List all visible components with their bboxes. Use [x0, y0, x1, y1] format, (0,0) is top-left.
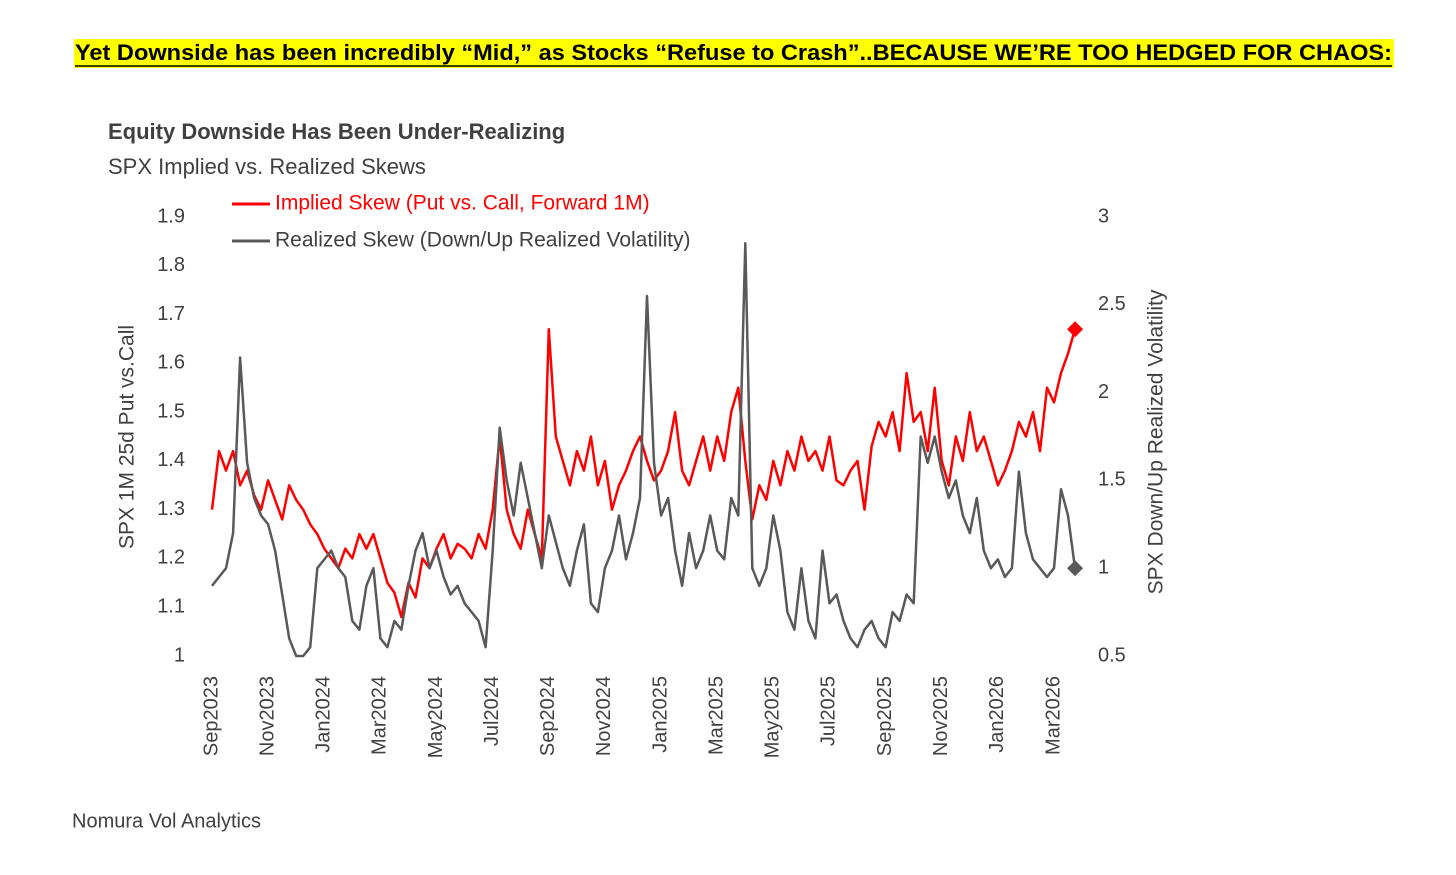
y-tick-label: 1.8: [157, 254, 185, 276]
y2-tick-label: 3: [1098, 205, 1109, 227]
y2-tick-label: 1: [1098, 556, 1109, 578]
source: Nomura Vol Analytics: [72, 810, 261, 832]
chart-title: Equity Downside Has Been Under-Realizing: [108, 119, 565, 144]
x-tick-label: May2024: [425, 676, 447, 758]
x-tick-label: Sep2024: [537, 676, 559, 756]
x-tick-label: Jul2025: [818, 676, 840, 746]
x-tick-label: May2025: [762, 676, 784, 758]
y-tick-label: 1.4: [157, 449, 185, 471]
x-tick-label: Nov2024: [593, 676, 615, 756]
headline: Yet Downside has been incredibly “Mid,” …: [75, 40, 1392, 65]
legend-label: Implied Skew (Put vs. Call, Forward 1M): [275, 192, 650, 215]
x-tick-label: Nov2025: [930, 676, 952, 756]
y-tick-label: 1.2: [157, 547, 185, 569]
x-tick-label: Nov2023: [256, 676, 278, 756]
end-marker: [1067, 560, 1084, 577]
legend-label: Realized Skew (Down/Up Realized Volatili…: [275, 229, 691, 252]
x-tick-label: Jan2026: [986, 676, 1008, 753]
x-tick-label: Sep2023: [200, 676, 222, 756]
series-line: [211, 242, 1077, 658]
y2-tick-label: 1.5: [1098, 469, 1126, 491]
series-line: [210, 327, 1077, 619]
chart-subtitle: SPX Implied vs. Realized Skews: [108, 154, 426, 179]
x-tick-label: Mar2026: [1042, 676, 1064, 755]
highlight: [74, 39, 1394, 68]
y2-tick-label: 0.5: [1098, 644, 1126, 666]
x-tick-label: Sep2025: [874, 676, 896, 756]
y-tick-label: 1.6: [157, 352, 185, 374]
x-tick-label: Jan2024: [313, 676, 335, 753]
y-tick-label: 1: [174, 644, 185, 666]
y-tick-label: 1.9: [157, 205, 185, 227]
y-tick-label: 1.5: [157, 400, 185, 422]
end-marker: [1067, 321, 1084, 338]
y-axis-label: SPX 1M 25d Put vs.Call: [116, 325, 139, 549]
y2-tick-label: 2.5: [1098, 293, 1126, 315]
y-tick-label: 1.7: [157, 303, 185, 325]
y2-axis-label: SPX Down/Up Realized Volatility: [1145, 289, 1168, 594]
x-tick-label: Jan2025: [649, 676, 671, 753]
x-tick-label: Mar2025: [705, 676, 727, 755]
y-tick-label: 1.3: [157, 498, 185, 520]
y-tick-label: 1.1: [157, 596, 185, 618]
x-tick-label: Jul2024: [481, 676, 503, 746]
x-tick-label: Mar2024: [369, 676, 391, 755]
y2-tick-label: 2: [1098, 381, 1109, 403]
